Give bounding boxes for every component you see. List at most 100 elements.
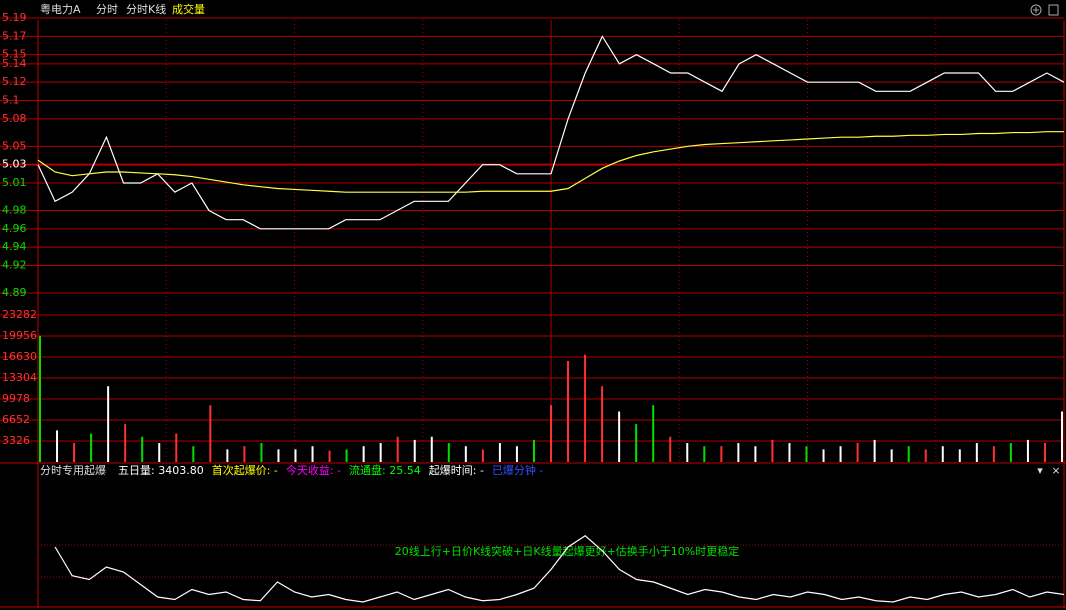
volume-bar [90, 433, 93, 462]
volume-bar [873, 439, 876, 462]
volume-bar [311, 446, 314, 462]
indicator-name: 分时专用起爆 [40, 463, 106, 477]
y-tick-label: 23282 [2, 308, 37, 321]
y-tick-label: 6652 [2, 413, 30, 426]
indicator-item: 流通盘: 25.54 [349, 463, 421, 477]
volume-bar [277, 449, 280, 462]
y-tick-label: 4.92 [2, 259, 27, 272]
volume-bar [1043, 443, 1046, 462]
volume-bar [464, 446, 467, 462]
indicator-item: 起爆时间: - [429, 463, 484, 477]
y-tick-label: 4.98 [2, 204, 27, 217]
y-tick-label: 9978 [2, 392, 30, 405]
volume-bar [737, 443, 740, 462]
volume-bar [941, 446, 944, 462]
volume-bar [805, 446, 808, 462]
volume-bar [652, 405, 655, 462]
volume-bar [822, 449, 825, 462]
volume-bar [890, 449, 893, 462]
y-tick-label: 19956 [2, 329, 37, 342]
volume-bar [379, 443, 382, 462]
y-tick-label: 5.05 [2, 139, 27, 152]
volume-bar [754, 446, 757, 462]
volume-bar [924, 449, 927, 462]
volume-bar [328, 450, 331, 462]
volume-bar [720, 446, 723, 462]
volume-bar [856, 443, 859, 462]
y-tick-label: 5.15 [2, 48, 27, 61]
y-tick-label: 3326 [2, 434, 30, 447]
volume-bar [39, 335, 41, 462]
annotation: 20线上行+日价K线突破+日K线量起爆更好+估换手小于10%时更稳定 [395, 544, 740, 558]
y-tick-label: 4.89 [2, 286, 27, 299]
zoom-button[interactable] [1030, 4, 1042, 16]
volume-bar [481, 449, 484, 462]
series-line [54, 534, 1065, 603]
y-tick-label: 5.19 [2, 11, 27, 24]
volume-bar [584, 354, 587, 462]
volume-bar [992, 446, 995, 462]
volume-bar [294, 449, 297, 462]
volume-bar [175, 433, 178, 462]
y-tick-label: 5.01 [2, 176, 27, 189]
volume-bar [345, 449, 348, 462]
indicator-item: 首次起爆价: - [212, 463, 278, 477]
volume-bar [430, 436, 433, 462]
tab[interactable]: 成交量 [172, 2, 205, 16]
y-tick-label: 5.08 [2, 112, 27, 125]
tab[interactable]: 分时K线 [126, 2, 166, 16]
volume-bar [771, 439, 774, 462]
volume-bar [975, 443, 978, 462]
volume-bar [788, 443, 791, 462]
y-tick-label: 5.14 [2, 57, 27, 70]
volume-bar [550, 405, 552, 462]
volume-bar [958, 449, 961, 462]
y-tick-label: 4.94 [2, 240, 27, 253]
volume-bar [601, 386, 604, 462]
volume-bar [56, 430, 59, 462]
volume-bar [907, 446, 910, 462]
indicator-item: 已爆分钟 - [492, 463, 543, 477]
volume-bar [260, 443, 263, 462]
volume-bar [192, 446, 195, 462]
y-tick-label: 13304 [2, 371, 37, 384]
volume-bar [532, 439, 535, 462]
volume-bar [124, 424, 127, 462]
volume-bar [362, 446, 365, 462]
tab[interactable]: 分时 [96, 3, 118, 16]
y-tick-label: 5.12 [2, 75, 27, 88]
volume-bar [635, 424, 638, 462]
volume-bar [226, 449, 229, 462]
close[interactable]: × [1051, 464, 1060, 477]
volume-bar [396, 436, 399, 462]
volume-bar [243, 446, 246, 462]
y-tick-label: 4.96 [2, 222, 27, 235]
volume-bar [209, 405, 212, 462]
y-tick-label: 5.1 [2, 94, 20, 107]
stock-name: 粤电力A [40, 2, 81, 16]
volume-bar [73, 443, 76, 462]
dropdown[interactable]: ▾ [1037, 464, 1043, 477]
indicator-item: 五日量: 3403.80 [118, 464, 204, 477]
volume-bar [1061, 411, 1063, 462]
volume-bar [567, 360, 570, 462]
volume-bar [703, 446, 706, 462]
volume-bar [447, 443, 450, 462]
indicator-item: 今天收益: - [286, 463, 341, 477]
volume-bar [158, 443, 161, 462]
volume-bar [515, 446, 518, 462]
y-tick-label: 5.17 [2, 29, 27, 42]
volume-bar [498, 443, 501, 462]
y-tick-label: 16630 [2, 350, 37, 363]
volume-bar [413, 439, 416, 462]
volume-bar [141, 436, 144, 462]
series-line [37, 35, 1065, 230]
volume-bar [686, 443, 689, 462]
volume-bar [618, 411, 621, 462]
series-line [37, 131, 1064, 193]
volume-bar [1009, 443, 1012, 462]
window-button[interactable] [1048, 4, 1059, 16]
